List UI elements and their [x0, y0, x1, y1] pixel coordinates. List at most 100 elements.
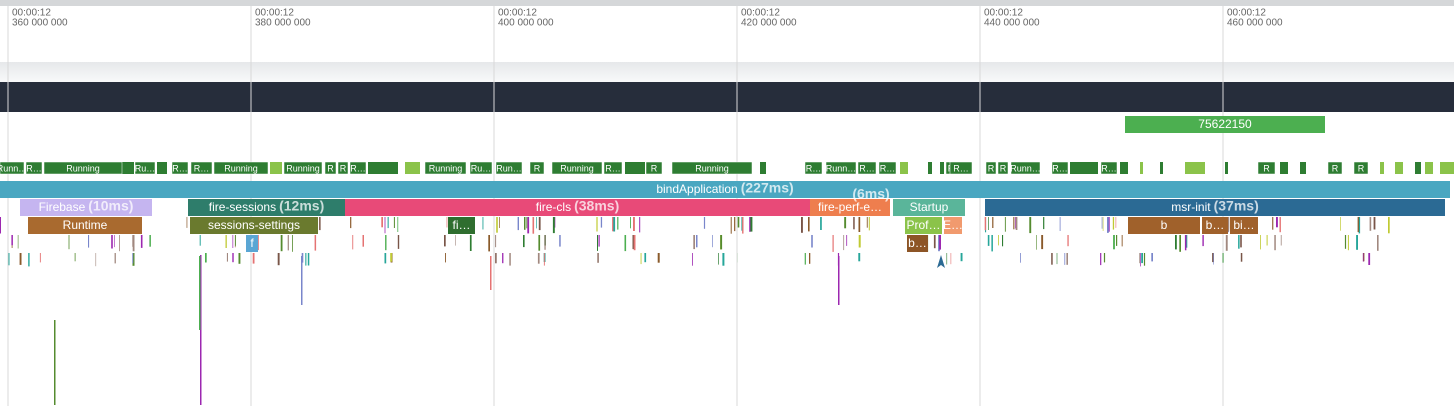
- slice-sliver: [523, 235, 525, 248]
- slice[interactable]: [1230, 217, 1258, 234]
- slice-sliver: [1240, 235, 1242, 248]
- slice-sliver: [1373, 217, 1376, 230]
- slice[interactable]: [907, 235, 928, 252]
- slice-sliver: [1179, 235, 1181, 252]
- slice-sliver: [132, 235, 135, 252]
- thread-state-label: Runn…: [826, 163, 857, 173]
- thread-state[interactable]: [878, 161, 897, 175]
- thread-state[interactable]: [1353, 161, 1369, 175]
- slice[interactable]: [188, 199, 345, 216]
- slice[interactable]: [1128, 217, 1200, 234]
- slice-sliver: [469, 235, 472, 251]
- thread-state[interactable]: [551, 161, 603, 175]
- thread-state[interactable]: [495, 161, 523, 175]
- thread-state[interactable]: [283, 161, 323, 175]
- slice[interactable]: [810, 199, 890, 216]
- tick-time: 00:00:12: [741, 8, 780, 19]
- slice[interactable]: [190, 217, 318, 234]
- slice-name: b…: [1206, 218, 1225, 232]
- thread-state[interactable]: [1327, 161, 1343, 175]
- thread-state[interactable]: [25, 161, 43, 175]
- thread-state[interactable]: [1051, 161, 1069, 175]
- slice-sliver: [502, 253, 504, 264]
- slice-sliver: [238, 253, 241, 264]
- thread-state[interactable]: [857, 161, 877, 175]
- thread-state[interactable]: [529, 161, 545, 175]
- thread-state-unlabeled: [1120, 162, 1128, 174]
- slice[interactable]: [0, 181, 1450, 198]
- slice-sliver: [1344, 235, 1347, 249]
- slice-sliver: [801, 217, 803, 233]
- tick-ns: 460 000 000: [1227, 18, 1283, 29]
- thread-state[interactable]: [985, 161, 997, 175]
- thread-state[interactable]: [171, 161, 189, 175]
- thread-state[interactable]: [1010, 161, 1041, 175]
- thread-state-label: R: [1332, 163, 1339, 173]
- slice-sliver: [1225, 235, 1228, 251]
- thread-state[interactable]: [469, 161, 493, 175]
- thread-state[interactable]: [603, 161, 623, 175]
- thread-state[interactable]: [825, 161, 857, 175]
- slice[interactable]: [20, 199, 152, 216]
- slice-sliver: [722, 253, 725, 266]
- thread-state-label: Running: [66, 163, 100, 173]
- thread-state[interactable]: [134, 161, 156, 175]
- thread-state[interactable]: [349, 161, 367, 175]
- slice-sliver: [992, 217, 994, 228]
- slice[interactable]: [448, 217, 475, 234]
- thread-state[interactable]: [645, 161, 663, 175]
- slice[interactable]: [985, 199, 1445, 216]
- slice[interactable]: [905, 217, 942, 234]
- thread-state[interactable]: [43, 161, 123, 175]
- slice[interactable]: [893, 199, 965, 216]
- slice-sliver: [287, 235, 289, 251]
- slice-sliver: [140, 235, 143, 248]
- slice[interactable]: [28, 217, 142, 234]
- thread-state-label: R…: [350, 163, 366, 173]
- slice[interactable]: [345, 199, 810, 216]
- thread-state[interactable]: [997, 161, 1009, 175]
- slice-sliver: [1013, 217, 1015, 230]
- slice-sliver: [1240, 253, 1243, 262]
- slice[interactable]: [944, 217, 962, 234]
- slice-sliver: [1175, 235, 1177, 250]
- slice-sliver: [314, 235, 317, 251]
- slice[interactable]: [1202, 217, 1228, 234]
- thread-state[interactable]: [337, 161, 349, 175]
- thread-state[interactable]: [1257, 161, 1276, 175]
- tick-time: 00:00:12: [984, 8, 1023, 19]
- slice-sliver: [319, 217, 321, 231]
- slice-sliver: [1015, 217, 1018, 230]
- thread-state-label: R…: [605, 163, 621, 173]
- slice-duration: (227ms): [741, 180, 794, 196]
- thread-state[interactable]: [324, 161, 337, 175]
- slice-duration: (6ms): [852, 186, 889, 202]
- slice-sliver: [639, 217, 641, 233]
- thread-state[interactable]: [1100, 161, 1118, 175]
- thread-state[interactable]: [949, 161, 973, 175]
- slice-sliver: [987, 235, 990, 246]
- slice-sliver: [600, 217, 603, 228]
- slice[interactable]: [246, 235, 258, 252]
- thread-state[interactable]: [671, 161, 753, 175]
- thread-state-label: R…: [806, 163, 822, 173]
- slice-sliver: [517, 217, 519, 231]
- slice-name: bi…: [1233, 218, 1254, 232]
- thread-state[interactable]: [804, 161, 823, 175]
- slice-sliver: [88, 235, 90, 248]
- slice-sliver: [381, 217, 383, 228]
- slice-sliver: [808, 217, 810, 232]
- thread-state-unlabeled: [928, 162, 932, 174]
- thread-state-label: R: [988, 163, 995, 173]
- counter-bar[interactable]: [1125, 116, 1325, 133]
- thread-state-unlabeled: [122, 162, 134, 174]
- thread-state[interactable]: [190, 161, 213, 175]
- slice-sliver: [1041, 235, 1044, 250]
- thread-state[interactable]: [213, 161, 269, 175]
- slice-sliver: [1143, 253, 1146, 266]
- thread-state[interactable]: [0, 161, 25, 175]
- thread-state[interactable]: [424, 161, 467, 175]
- thread-state-unlabeled: [405, 162, 420, 174]
- slice-name: bindApplication: [656, 182, 737, 196]
- thread-state-label: Ru…: [135, 163, 156, 173]
